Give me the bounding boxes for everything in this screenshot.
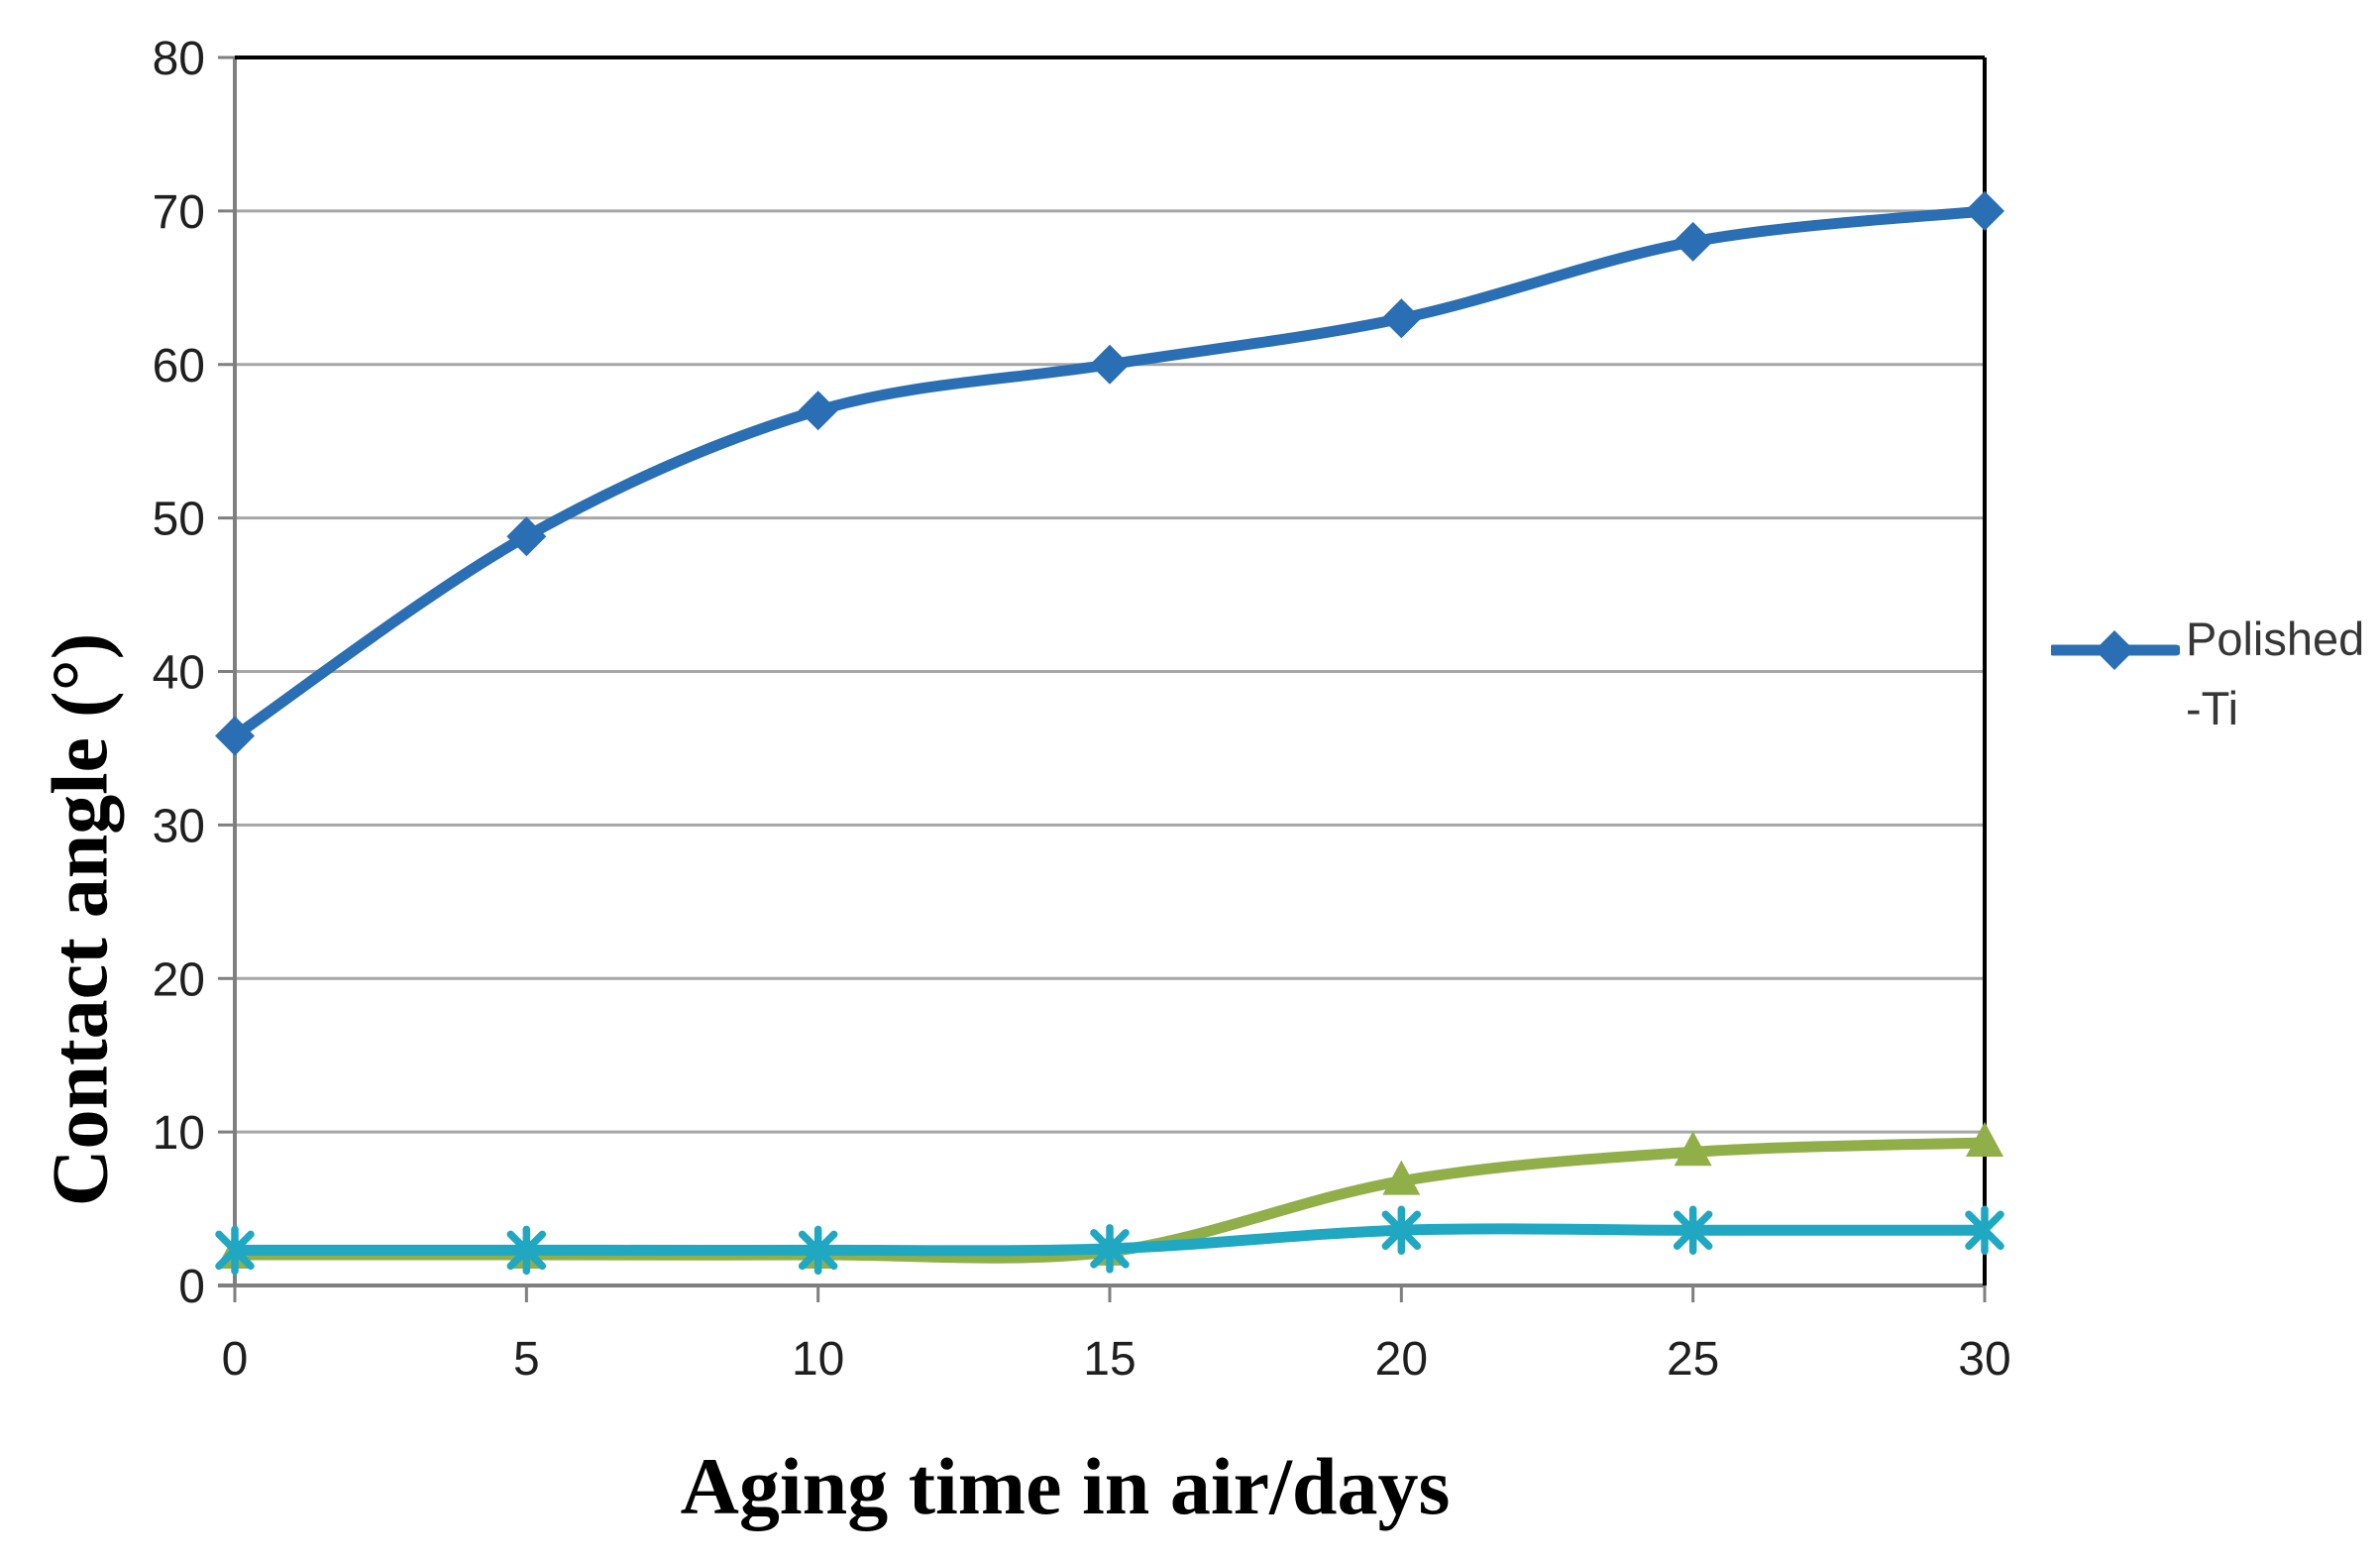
y-tick-label: 40 [153,647,205,700]
teal-asterisk-series-marker-asterisk [215,1225,255,1276]
asterisk-spoke [1965,1210,2004,1250]
green-triangle-series-marker-triangle [1674,1131,1712,1167]
polished-ti-marker-diamond [1965,190,2004,231]
x-tick-label: 10 [792,1333,844,1386]
legend-label-line1: Polished [2186,613,2365,665]
legend-marker-polished-ti [2051,630,2180,670]
teal-asterisk-series-marker-asterisk [1965,1205,2004,1255]
asterisk-spoke [506,1230,547,1271]
asterisk-spoke [798,1230,838,1271]
teal-asterisk-series-marker-asterisk [1090,1224,1130,1274]
teal-asterisk-series-marker-asterisk [1673,1205,1713,1255]
y-tick-label: 10 [153,1107,205,1160]
y-tick-label: 60 [153,340,205,392]
green-triangle-series-marker-triangle [1382,1160,1421,1195]
x-tick-label: 25 [1667,1333,1719,1386]
y-tick-label: 0 [178,1261,205,1313]
y-tick-label: 20 [153,953,205,1006]
x-tick-label: 20 [1375,1333,1428,1386]
x-tick-label: 5 [513,1333,540,1386]
polished-ti-marker-diamond [1673,221,1713,262]
legend-diamond-icon [2095,630,2134,670]
x-tick-label: 0 [222,1333,249,1386]
polished-ti-marker-diamond [215,716,255,756]
asterisk-spoke [215,1230,255,1271]
y-tick-label: 80 [153,33,205,85]
green-triangle-series-marker-triangle [1966,1121,2003,1157]
teal-asterisk-series-marker-asterisk [1381,1205,1422,1255]
asterisk-spoke [1090,1229,1130,1269]
legend-label: Polished -Ti [2186,605,2364,743]
y-tick-label: 30 [153,800,205,852]
polished-ti-marker-diamond [1381,298,1422,339]
legend-label-line2: -Ti [2186,682,2239,734]
y-tick-label: 70 [153,186,205,239]
x-tick-label: 30 [1958,1333,2010,1386]
teal-asterisk-series-marker-asterisk [798,1225,838,1276]
teal-asterisk-series-marker-asterisk [506,1225,547,1276]
asterisk-spoke [1381,1210,1422,1250]
series-line-polished-ti [229,205,1991,742]
legend: Polished -Ti [2051,605,2364,743]
y-tick-label: 50 [153,494,205,546]
polished-ti-marker-diamond [1090,344,1130,385]
y-axis-title: Contact angle (°) [37,632,125,1207]
polished-ti-marker-diamond [506,516,547,557]
x-tick-label: 15 [1083,1333,1136,1386]
x-axis-title: Aging time in air/days [680,1441,1451,1531]
polished-ti-marker-diamond [798,391,838,431]
asterisk-spoke [1673,1210,1713,1250]
